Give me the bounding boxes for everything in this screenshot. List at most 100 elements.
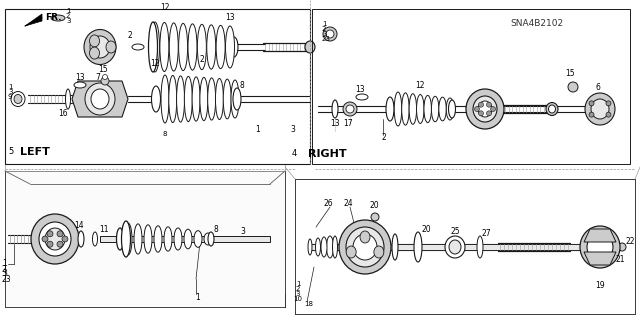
Text: 5: 5 (8, 147, 13, 157)
Text: 13: 13 (75, 72, 85, 81)
Bar (5, 9, 310, 164)
Ellipse shape (11, 92, 25, 107)
Ellipse shape (360, 231, 370, 243)
Ellipse shape (323, 27, 337, 41)
Text: 3: 3 (66, 18, 70, 24)
Ellipse shape (449, 100, 456, 118)
Text: 20: 20 (370, 201, 380, 210)
Ellipse shape (346, 105, 354, 113)
Ellipse shape (134, 224, 142, 254)
Ellipse shape (177, 76, 184, 122)
Text: 1: 1 (66, 8, 70, 14)
Ellipse shape (343, 102, 357, 116)
Ellipse shape (618, 243, 626, 251)
Bar (100, 236, 270, 242)
Ellipse shape (548, 105, 556, 113)
Ellipse shape (231, 80, 239, 118)
Text: 7: 7 (95, 72, 100, 81)
Ellipse shape (356, 94, 368, 100)
Ellipse shape (160, 22, 169, 71)
Ellipse shape (308, 239, 312, 255)
Ellipse shape (546, 102, 558, 115)
Ellipse shape (179, 23, 188, 70)
Ellipse shape (402, 93, 409, 125)
Ellipse shape (473, 96, 497, 122)
Text: 1: 1 (8, 84, 13, 90)
Ellipse shape (14, 94, 22, 103)
Text: 11: 11 (99, 225, 109, 234)
Ellipse shape (445, 236, 465, 258)
Bar (312, 9, 630, 164)
Ellipse shape (90, 47, 99, 59)
Text: 3: 3 (240, 226, 245, 235)
Ellipse shape (332, 100, 338, 118)
Text: FR.: FR. (45, 13, 61, 23)
Circle shape (589, 112, 594, 117)
Ellipse shape (174, 228, 182, 250)
Text: 2: 2 (66, 13, 70, 19)
Ellipse shape (90, 35, 99, 47)
Ellipse shape (161, 75, 169, 123)
Ellipse shape (386, 97, 394, 121)
Ellipse shape (208, 232, 214, 246)
Ellipse shape (207, 25, 216, 69)
Text: 2: 2 (2, 264, 7, 273)
Ellipse shape (90, 36, 110, 58)
Text: RIGHT: RIGHT (308, 149, 347, 159)
Text: 15: 15 (98, 64, 108, 73)
Ellipse shape (122, 221, 131, 257)
Text: 26: 26 (323, 199, 333, 209)
Ellipse shape (414, 232, 422, 262)
Text: 1: 1 (322, 21, 326, 27)
Ellipse shape (31, 214, 79, 264)
Ellipse shape (439, 97, 446, 121)
Text: 3: 3 (296, 291, 300, 297)
Circle shape (474, 107, 479, 112)
Ellipse shape (392, 234, 398, 260)
Text: 2: 2 (128, 31, 132, 40)
Ellipse shape (353, 234, 377, 260)
Text: 13: 13 (355, 85, 365, 93)
Text: 13: 13 (225, 12, 235, 21)
Ellipse shape (74, 82, 86, 88)
Polygon shape (584, 229, 616, 242)
Ellipse shape (333, 236, 337, 258)
Ellipse shape (466, 89, 504, 129)
Ellipse shape (477, 236, 483, 258)
Circle shape (486, 111, 492, 116)
Text: 17: 17 (343, 118, 353, 128)
Ellipse shape (124, 223, 132, 255)
Text: 8: 8 (213, 225, 218, 234)
Text: 27: 27 (482, 228, 492, 238)
Ellipse shape (339, 220, 391, 274)
Text: 12: 12 (160, 3, 170, 11)
Circle shape (606, 112, 611, 117)
Text: 18: 18 (304, 301, 313, 307)
Text: 15: 15 (565, 70, 575, 78)
Ellipse shape (93, 232, 97, 246)
Ellipse shape (154, 226, 162, 252)
Text: 2: 2 (200, 55, 205, 63)
Ellipse shape (446, 98, 454, 120)
Ellipse shape (169, 23, 179, 71)
Ellipse shape (91, 89, 109, 109)
Circle shape (57, 241, 63, 247)
Circle shape (42, 236, 48, 242)
Ellipse shape (85, 83, 115, 115)
Ellipse shape (101, 77, 109, 85)
Ellipse shape (326, 30, 334, 38)
Text: 3: 3 (2, 270, 7, 278)
Text: 21: 21 (616, 255, 625, 263)
Polygon shape (72, 81, 128, 117)
Ellipse shape (45, 228, 65, 250)
Ellipse shape (431, 96, 439, 122)
Ellipse shape (39, 222, 71, 256)
Ellipse shape (223, 79, 231, 119)
Ellipse shape (230, 37, 238, 57)
Ellipse shape (169, 76, 177, 122)
Circle shape (479, 111, 483, 116)
Ellipse shape (316, 238, 321, 256)
Ellipse shape (225, 26, 234, 68)
Text: SNA4B2102: SNA4B2102 (510, 19, 563, 28)
Ellipse shape (192, 77, 200, 121)
